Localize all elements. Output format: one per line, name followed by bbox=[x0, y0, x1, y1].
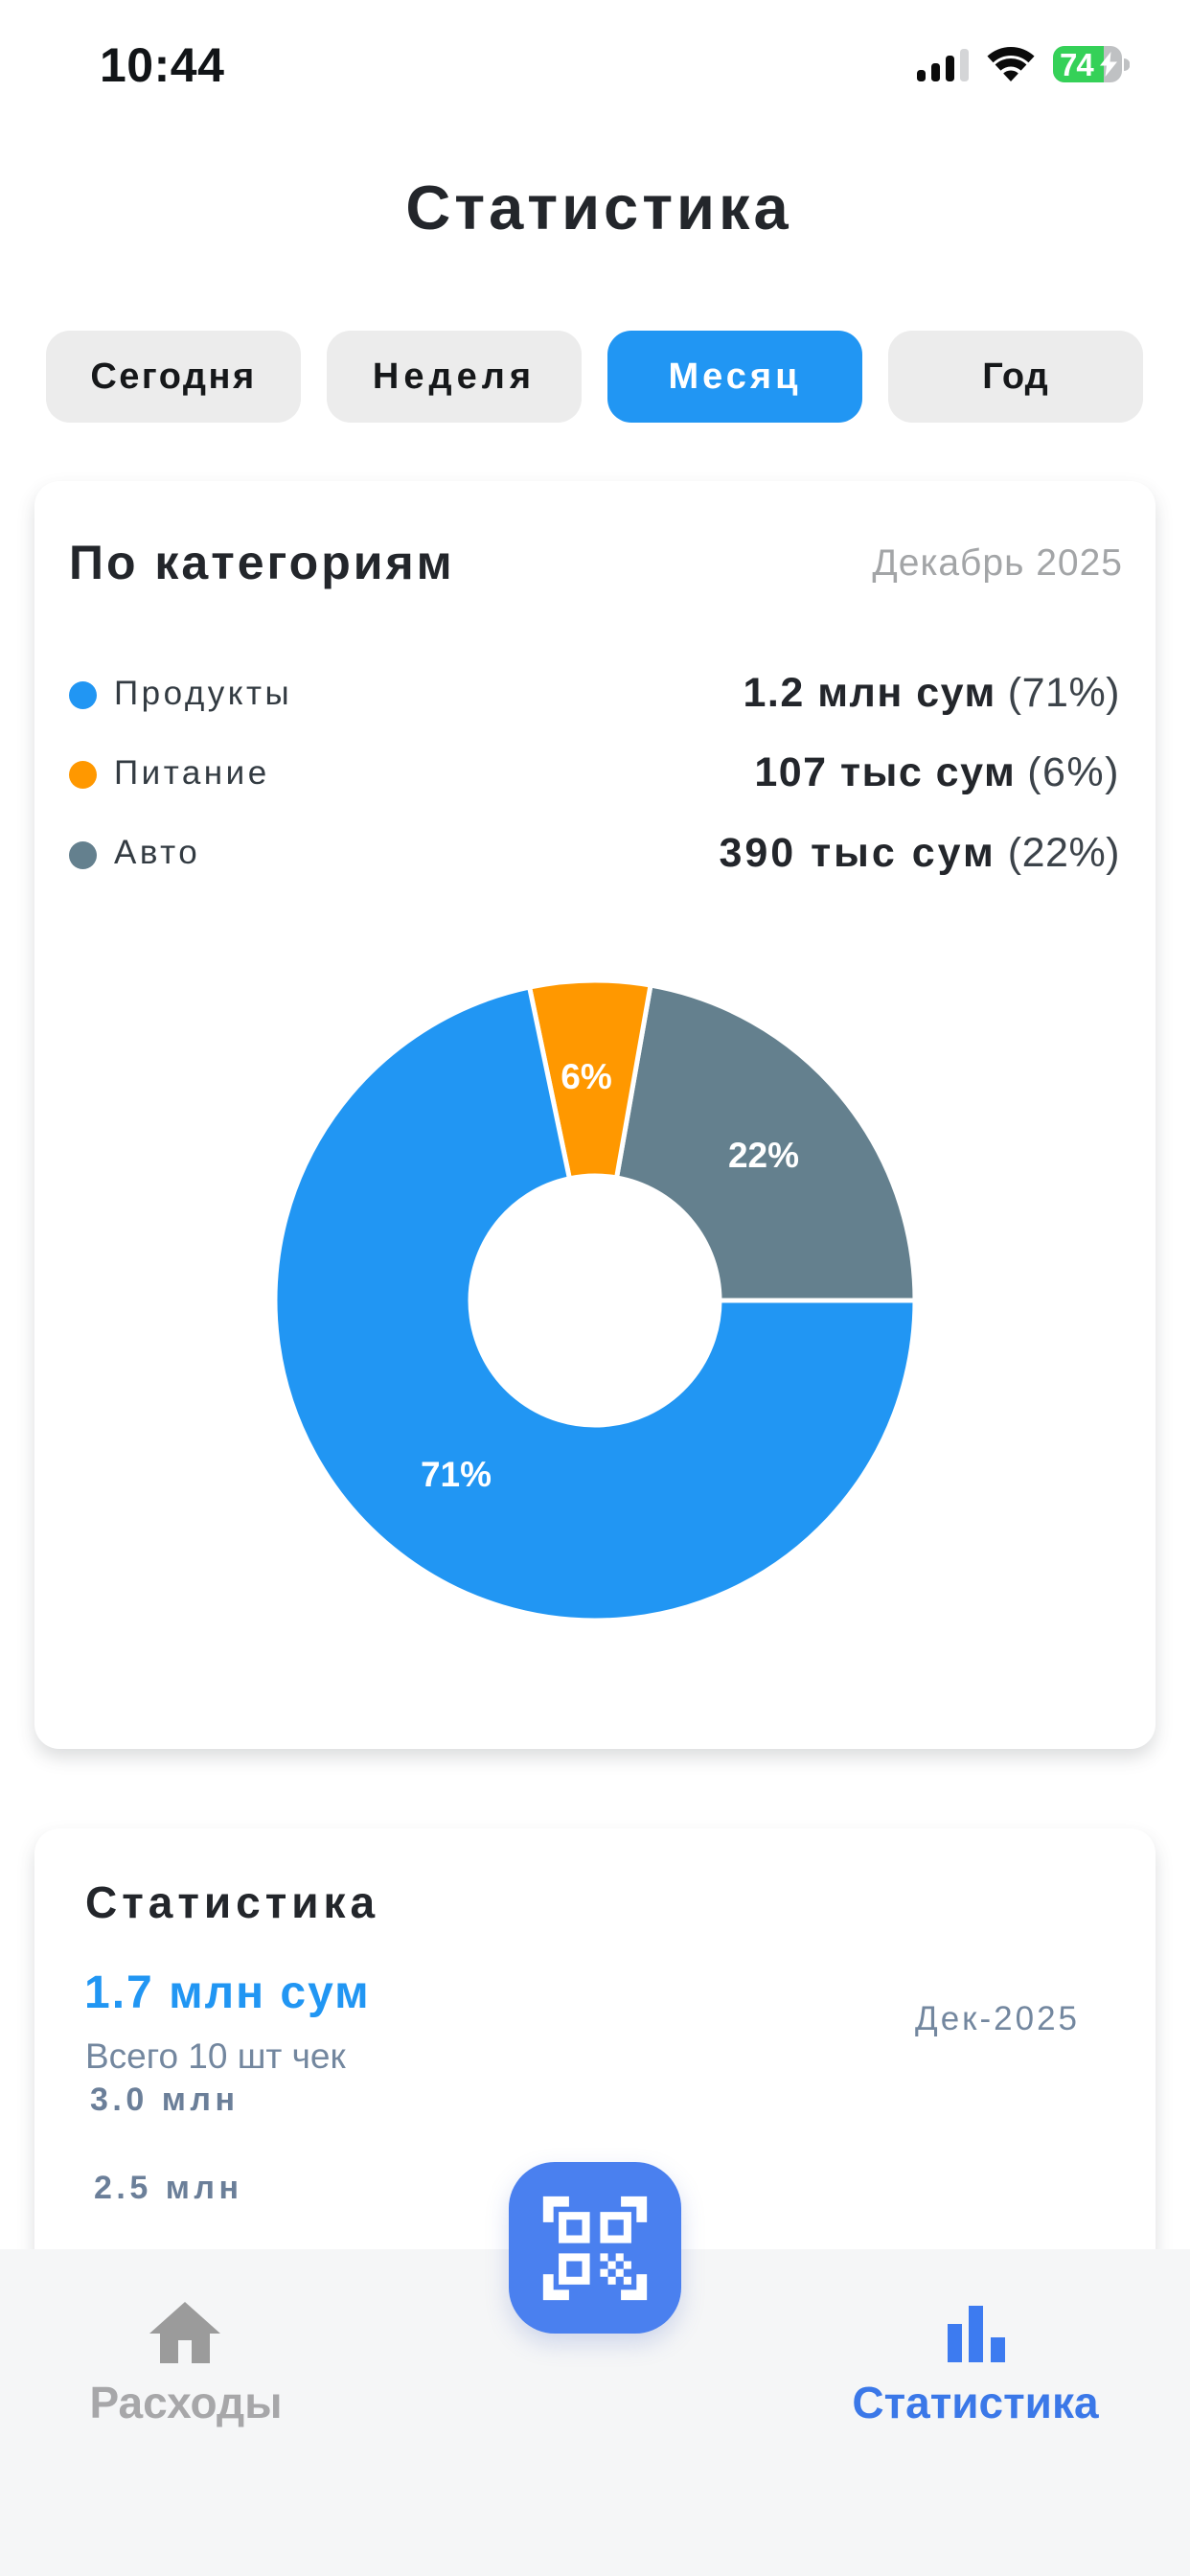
svg-text:71%: 71% bbox=[421, 1455, 492, 1494]
svg-text:6%: 6% bbox=[561, 1057, 611, 1096]
svg-text:22%: 22% bbox=[728, 1136, 799, 1175]
